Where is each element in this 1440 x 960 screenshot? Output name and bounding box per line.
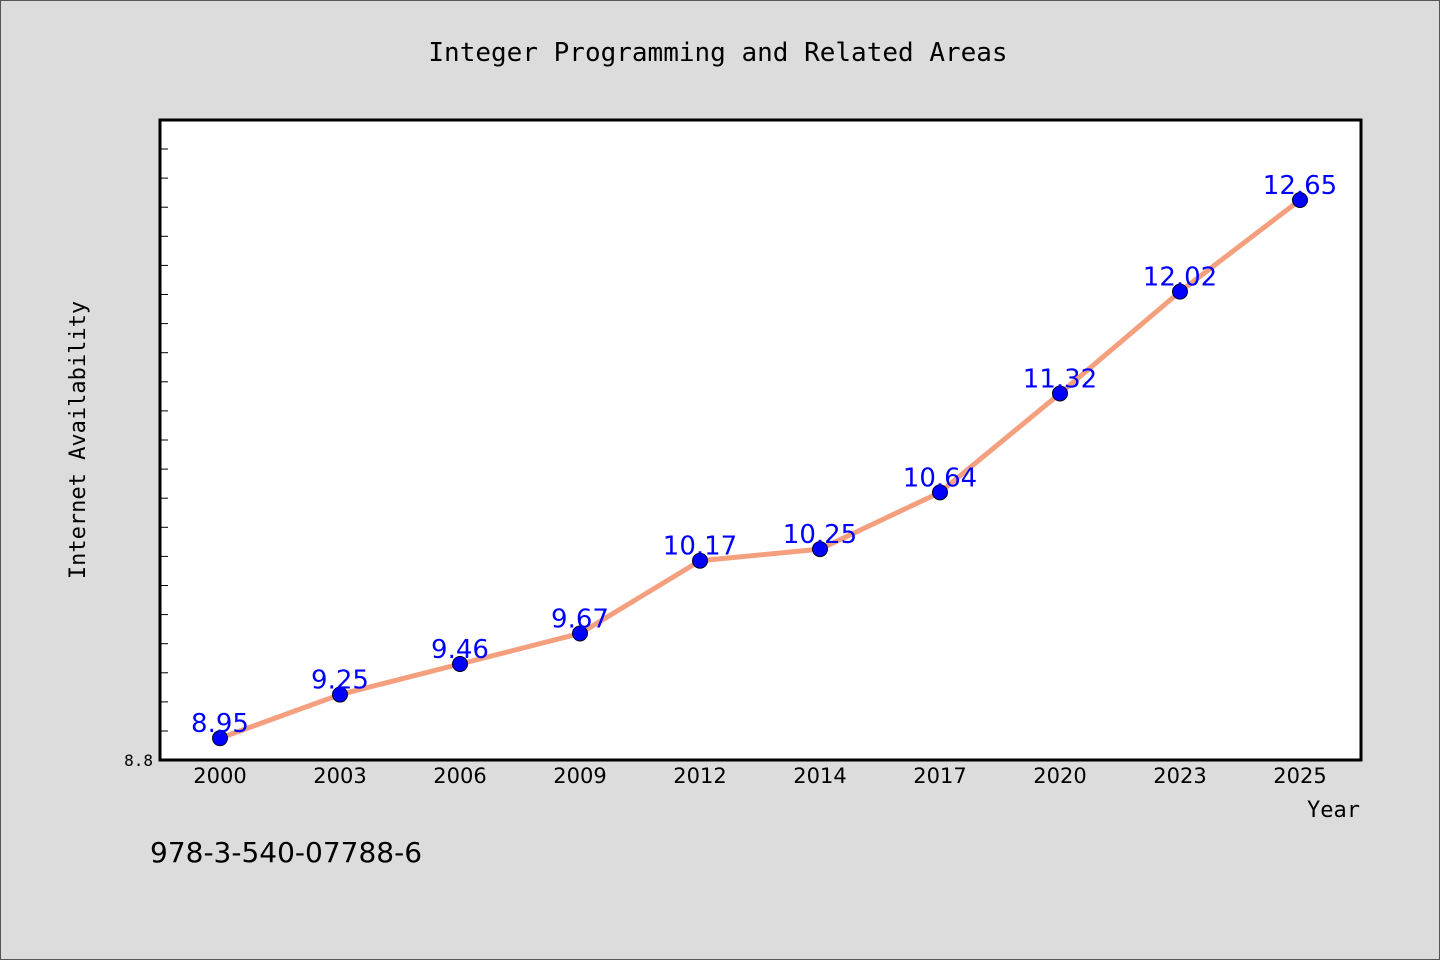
x-tick-label: 2014 bbox=[793, 764, 846, 788]
data-label: 9.67 bbox=[551, 604, 609, 634]
data-label: 12.02 bbox=[1143, 263, 1217, 293]
x-tick-label: 2017 bbox=[913, 764, 966, 788]
x-tick-label: 2023 bbox=[1153, 764, 1206, 788]
data-label: 10.25 bbox=[783, 520, 857, 550]
data-point bbox=[692, 552, 708, 569]
data-point bbox=[1292, 192, 1308, 208]
x-axis-ticks: 2000 2003 2006 2009 2012 2014 2017 2020 2023 2025 bbox=[193, 764, 1326, 788]
x-tick-label: 2003 bbox=[313, 764, 366, 788]
isbn-footer: 978-3-540-07788-6 bbox=[150, 836, 422, 869]
x-tick-label: 2025 bbox=[1273, 764, 1326, 788]
data-label: 9.46 bbox=[431, 635, 489, 665]
data-point bbox=[332, 686, 348, 703]
x-tick-label: 2000 bbox=[193, 764, 246, 788]
y-axis-min-label: 8.8 bbox=[124, 751, 153, 770]
x-tick-label: 2012 bbox=[673, 764, 726, 788]
data-label: 12.65 bbox=[1263, 171, 1337, 201]
data-point bbox=[1052, 385, 1068, 402]
data-labels: 8.95 9.25 9.46 9.67 10.17 10.25 10.64 11.32 12.0… bbox=[191, 171, 1337, 739]
x-tick-label: 2009 bbox=[553, 764, 606, 788]
data-label: 10.64 bbox=[903, 463, 977, 493]
data-point bbox=[212, 730, 228, 747]
data-label: 11.32 bbox=[1023, 364, 1097, 394]
data-label: 8.95 bbox=[191, 709, 249, 739]
y-axis-label: Internet Availability bbox=[66, 301, 91, 579]
data-label: 10.17 bbox=[663, 532, 737, 562]
data-point bbox=[812, 541, 828, 558]
plot-area bbox=[158, 118, 1363, 762]
x-tick-label: 2006 bbox=[433, 764, 486, 788]
data-point bbox=[452, 656, 468, 672]
series-line bbox=[219, 198, 1302, 741]
chart-title: Integer Programming and Related Areas bbox=[428, 38, 1007, 68]
data-point bbox=[572, 625, 588, 642]
data-markers bbox=[212, 192, 1308, 747]
data-point bbox=[932, 484, 948, 501]
x-axis-label: Year bbox=[1307, 798, 1360, 823]
data-point bbox=[1172, 283, 1188, 300]
x-tick-label: 2020 bbox=[1033, 764, 1086, 788]
data-label: 9.25 bbox=[311, 666, 369, 696]
y-axis-ticks bbox=[160, 148, 168, 732]
